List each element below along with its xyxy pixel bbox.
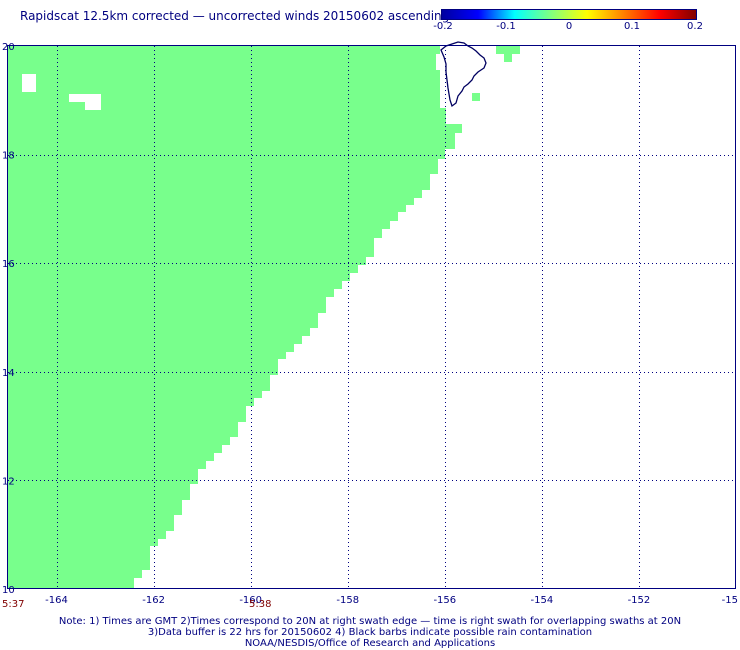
data-gap [85, 94, 101, 110]
swath-segment [8, 422, 238, 437]
colorbar-tick-label: 0 [565, 21, 573, 32]
data-gap [436, 54, 442, 70]
swath-segment [8, 453, 214, 461]
colorbar-tick-label: -0.2 [433, 21, 453, 32]
swath-segment [8, 124, 462, 133]
longitude-tick-label: -156 [433, 595, 456, 606]
swath-segment [8, 445, 222, 453]
note-line-2: 3)Data buffer is 22 hrs for 20150602 4) … [147, 627, 593, 638]
swath-segment [8, 406, 246, 422]
swath-segment [8, 375, 270, 391]
swath-segment [8, 352, 286, 359]
colorbar-tick-label: 0.1 [624, 21, 640, 32]
swath-segment [8, 205, 406, 212]
swath-segment [8, 461, 206, 469]
latitude-tick-label: 10 [2, 585, 15, 596]
time-label-middle: 5:38 [249, 599, 272, 610]
swath-segment [8, 359, 278, 375]
swath-segment [8, 578, 134, 589]
swath-segment [8, 190, 422, 198]
swath-segment [8, 531, 166, 539]
swath-segment [8, 546, 150, 570]
map-frame [7, 45, 736, 589]
swath-fragment [496, 46, 520, 54]
data-gap [22, 74, 36, 92]
colorbar-tick-label: -0.1 [496, 21, 516, 32]
swath-segment [8, 257, 366, 265]
latitude-tick-label: 12 [2, 476, 15, 487]
longitude-tick-label: -158 [336, 595, 359, 606]
swath-fragment [472, 93, 480, 101]
swath-segment [8, 198, 414, 205]
latitude-tick-label: 18 [2, 151, 15, 162]
swath-segment [8, 398, 254, 406]
longitude-tick-label: -15 [722, 595, 738, 606]
swath-segment [8, 328, 310, 336]
note-line-1: Note: 1) Times are GMT 2)Times correspon… [58, 616, 682, 627]
latitude-tick-label: 20 [2, 42, 15, 53]
colorbar-tick-label: 0.2 [687, 21, 703, 32]
chart-title: Rapidscat 12.5km corrected — uncorrected… [20, 9, 450, 23]
swath-segment [8, 484, 190, 500]
swath-segment [8, 469, 198, 484]
swath-segment [8, 281, 342, 289]
longitude-tick-label: -164 [45, 595, 68, 606]
lat-lon-gridlines [8, 46, 736, 589]
colorbar [441, 9, 697, 20]
swath-segment [8, 570, 142, 578]
data-gap [441, 100, 449, 108]
swath-segment [8, 539, 158, 546]
longitude-tick-label: -152 [628, 595, 651, 606]
longitude-tick-label: -162 [142, 595, 165, 606]
swath-segment [8, 391, 262, 398]
swath-segment [8, 515, 174, 531]
swath-segment [8, 313, 318, 328]
wind-difference-swath [8, 46, 520, 589]
latitude-tick-labels: 20 18 16 14 12 10 [2, 42, 15, 596]
swath-segment [8, 108, 446, 124]
swath-segment [8, 500, 182, 515]
swath-segment [8, 297, 326, 313]
latitude-tick-label: 14 [2, 368, 15, 379]
longitude-tick-labels: -164 -162 -160 -158 -156 -154 -152 -15 [45, 595, 738, 606]
note-line-3: NOAA/NESDIS/Office of Research and Appli… [244, 638, 496, 649]
swath-segment [8, 344, 294, 352]
swath-segment [8, 238, 374, 257]
swath-segment [8, 289, 334, 297]
swath-segment [8, 273, 350, 281]
swath-segment [8, 159, 438, 174]
swath-segment [8, 221, 390, 229]
swath-segment [8, 229, 382, 238]
swath-segment [8, 133, 455, 149]
swath-segment [8, 149, 445, 159]
swath-segment [8, 212, 398, 221]
swath-fragment [504, 54, 512, 62]
data-gap [69, 94, 85, 102]
swath-segment [8, 336, 302, 344]
latitude-tick-label: 16 [2, 259, 15, 270]
longitude-tick-label: -160 [239, 595, 262, 606]
swath-segment [8, 437, 230, 445]
time-label-left: 5:37 [2, 599, 25, 610]
swath-segment [8, 174, 430, 190]
longitude-tick-label: -154 [531, 595, 554, 606]
swath-data-gaps [22, 54, 449, 110]
swath-segment [8, 265, 358, 273]
